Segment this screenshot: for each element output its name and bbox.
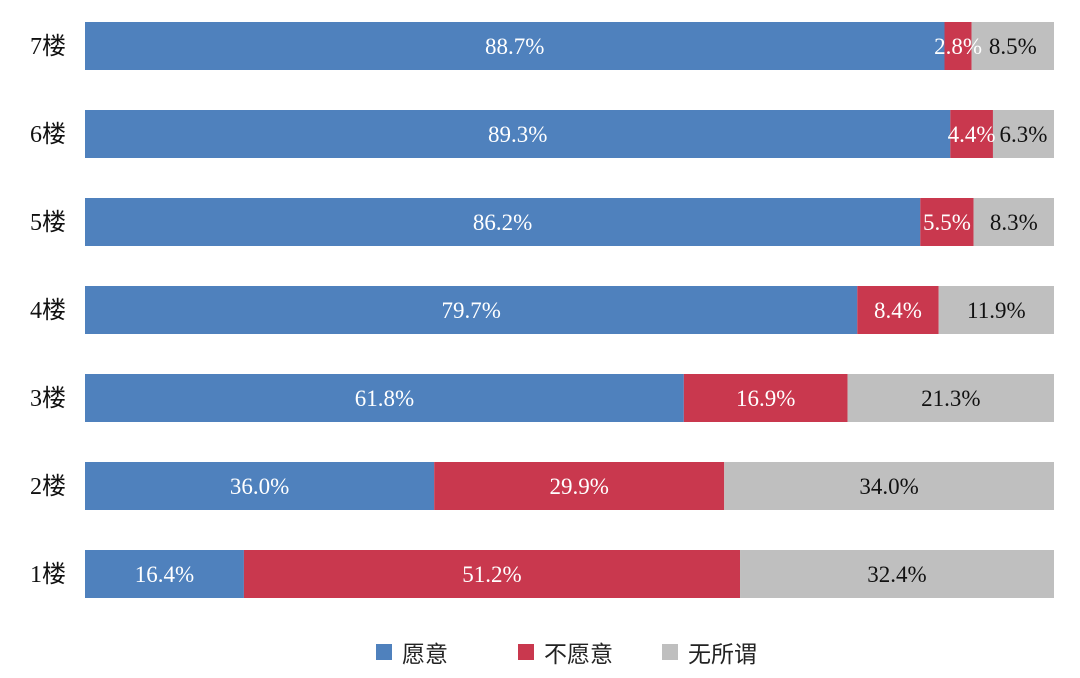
data-label-unwilling: 51.2% [462,562,521,587]
data-label-willing: 86.2% [473,210,532,235]
category-label: 6楼 [30,121,66,148]
category-label: 2楼 [30,473,66,500]
data-label-indifferent: 34.0% [859,474,918,499]
bar-segment-indifferent [938,286,1054,334]
data-label-unwilling: 29.9% [549,474,608,499]
data-label-unwilling: 2.8% [934,34,982,59]
category-label: 1楼 [30,561,66,588]
bar-segment-indifferent [973,198,1054,246]
data-label-willing: 79.7% [441,298,500,323]
data-label-willing: 89.3% [488,122,547,147]
bar-segment-indifferent [724,462,1054,510]
bar-segment-unwilling [243,550,741,598]
bar-segment-indifferent [740,550,1054,598]
data-label-indifferent: 11.9% [967,298,1026,323]
legend-label-willing: 愿意 [402,642,448,668]
stacked-bar-chart: 7楼 6楼 5楼 4楼 3楼 2楼 1楼 88.7% 2.8% 8.5% 89.3% 4.4% 6.3… [30,22,1054,598]
bar-segment-willing [85,550,244,598]
data-label-indifferent: 8.3% [990,210,1038,235]
data-label-willing: 36.0% [230,474,289,499]
legend-item-indifferent: 无所谓 [662,632,757,672]
category-label: 3楼 [30,385,66,412]
category-label: 4楼 [30,297,66,324]
bar-segment-willing [85,22,945,70]
legend-swatch-indifferent [662,644,678,660]
bar-segment-unwilling [944,22,972,70]
bar-segment-unwilling [434,462,725,510]
bar-segment-willing [85,198,921,246]
bar-segment-indifferent [992,110,1054,158]
legend: 愿意 不愿意 无所谓 [0,632,1080,672]
bar-segment-unwilling [920,198,974,246]
bar-segment-willing [85,462,435,510]
bar-segment-willing [85,374,684,422]
bar-segment-indifferent [847,374,1054,422]
data-label-unwilling: 16.9% [736,386,795,411]
category-label: 5楼 [30,209,66,236]
data-label-indifferent: 6.3% [1000,122,1048,147]
legend-item-willing: 愿意 [376,632,448,672]
bar-segment-indifferent [971,22,1054,70]
bar-segment-unwilling [950,110,993,158]
data-label-unwilling: 5.5% [923,210,971,235]
data-label-indifferent: 21.3% [921,386,980,411]
bars [85,22,1054,598]
bar-segment-willing [85,286,858,334]
data-label-indifferent: 32.4% [867,562,926,587]
data-label-indifferent: 8.5% [989,34,1037,59]
bar-segment-willing [85,110,951,158]
bar-segment-unwilling [857,286,939,334]
data-label-unwilling: 8.4% [874,298,922,323]
data-labels: 88.7% 2.8% 8.5% 89.3% 4.4% 6.3% 86.2% 5.5% 8.3% 7… [135,34,1048,587]
data-label-willing: 16.4% [135,562,194,587]
data-label-willing: 88.7% [485,34,544,59]
legend-label-indifferent: 无所谓 [688,642,757,668]
data-label-willing: 61.8% [355,386,414,411]
legend-swatch-unwilling [518,644,534,660]
legend-item-unwilling: 不愿意 [518,632,613,672]
data-label-unwilling: 4.4% [948,122,996,147]
legend-swatch-willing [376,644,392,660]
bar-segment-unwilling [683,374,848,422]
legend-label-unwilling: 不愿意 [544,642,613,668]
category-labels: 7楼 6楼 5楼 4楼 3楼 2楼 1楼 [30,33,66,588]
category-label: 7楼 [30,33,66,60]
